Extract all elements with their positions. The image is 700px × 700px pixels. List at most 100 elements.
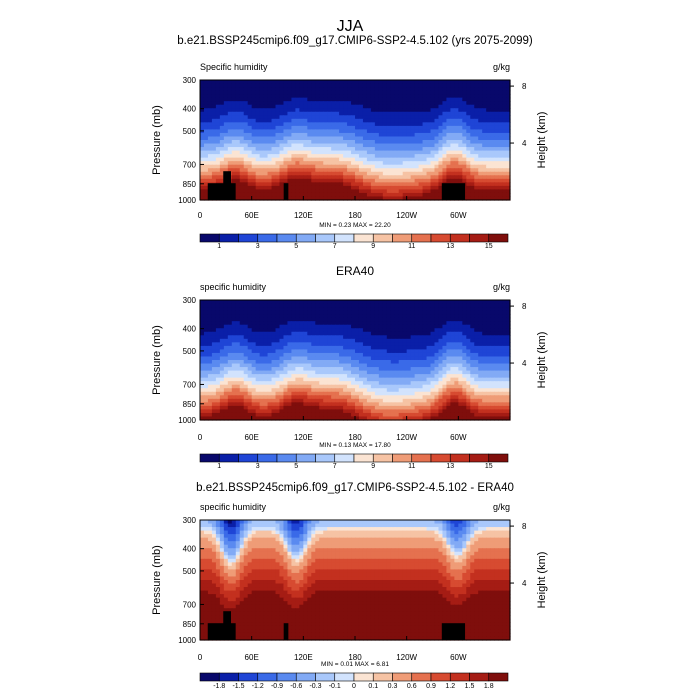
field-cell xyxy=(267,118,273,123)
field-cell xyxy=(422,363,428,368)
field-cell xyxy=(450,367,455,372)
field-cell xyxy=(287,377,293,382)
field-cell xyxy=(327,360,332,365)
colorbar-box xyxy=(257,233,278,243)
field-cell xyxy=(315,338,320,343)
field-cell xyxy=(434,303,440,308)
field-cell xyxy=(406,391,412,396)
field-cell xyxy=(247,136,253,141)
field-cell xyxy=(398,321,404,326)
field-cell xyxy=(323,374,328,379)
field-cell xyxy=(418,97,424,102)
field-cell xyxy=(303,307,308,312)
field-cell xyxy=(347,150,352,155)
field-cell xyxy=(390,363,396,368)
field-cell xyxy=(378,331,384,336)
field-cell xyxy=(406,398,412,403)
field-cell xyxy=(486,168,491,173)
field-cell xyxy=(215,374,221,379)
field-cell xyxy=(494,391,499,396)
field-cell xyxy=(335,189,340,194)
field-cell xyxy=(426,381,432,386)
field-cell xyxy=(446,164,451,169)
field-cell xyxy=(219,310,225,315)
field-cell xyxy=(319,175,324,180)
field-cell xyxy=(414,168,420,173)
field-cell xyxy=(446,331,451,336)
field-cell xyxy=(446,391,451,396)
field-cell xyxy=(271,360,277,365)
field-cell xyxy=(299,104,304,109)
field-cell xyxy=(243,360,249,365)
field-cell xyxy=(331,129,336,134)
field-cell xyxy=(323,185,328,191)
field-cell xyxy=(430,328,436,333)
field-cell xyxy=(490,94,495,99)
field-cell xyxy=(382,178,388,183)
field-cell xyxy=(331,345,336,351)
field-cell xyxy=(382,94,388,99)
field-cell xyxy=(355,335,360,340)
field-cell xyxy=(418,168,424,173)
field-cell xyxy=(223,338,229,343)
field-cell xyxy=(494,192,499,198)
field-cell xyxy=(398,367,404,372)
field-cell xyxy=(227,300,233,305)
field-cell xyxy=(410,388,416,393)
field-cell xyxy=(323,161,328,166)
field-cell xyxy=(327,345,332,351)
field-cell xyxy=(498,189,503,194)
field-cell xyxy=(386,192,392,198)
field-cell xyxy=(327,391,332,396)
field-cell xyxy=(434,395,440,400)
field-cell xyxy=(506,182,511,187)
field-cell xyxy=(263,168,269,173)
field-cell xyxy=(223,367,229,372)
field-cell xyxy=(327,384,332,389)
field-cell xyxy=(490,143,495,148)
field-cell xyxy=(227,140,233,145)
field-cell xyxy=(327,150,332,155)
field-cell xyxy=(295,94,300,99)
field-cell xyxy=(478,83,483,88)
field-cell xyxy=(331,115,336,120)
field-cell xyxy=(374,374,380,379)
field-cell xyxy=(366,83,372,88)
field-cell xyxy=(291,310,296,315)
field-cell xyxy=(378,363,384,368)
field-cell xyxy=(315,317,320,322)
field-cell xyxy=(311,122,316,127)
colorbar-box xyxy=(430,233,451,243)
field-cell xyxy=(502,331,507,336)
field-cell xyxy=(390,115,396,120)
field-cell xyxy=(498,129,503,134)
field-cell xyxy=(470,370,475,375)
field-cell xyxy=(478,349,483,354)
field-cell xyxy=(335,182,340,187)
field-cell xyxy=(311,178,316,183)
field-cell xyxy=(370,328,376,333)
field-cell xyxy=(506,87,511,92)
field-cell xyxy=(211,303,217,308)
field-cell xyxy=(398,192,404,198)
field-cell xyxy=(410,363,416,368)
field-cell xyxy=(207,136,213,141)
field-cell xyxy=(502,370,507,375)
field-cell xyxy=(343,314,348,319)
field-cell xyxy=(418,384,424,389)
field-cell xyxy=(307,342,312,347)
field-cell xyxy=(490,303,495,308)
field-cell xyxy=(498,97,503,102)
field-cell xyxy=(478,147,483,152)
colorbar-label: 13 xyxy=(446,243,454,250)
field-cell xyxy=(203,80,209,85)
field-cell xyxy=(458,143,463,148)
field-cell xyxy=(251,150,257,155)
field-cell xyxy=(498,87,503,92)
field-cell xyxy=(414,374,420,379)
field-cell xyxy=(486,377,491,382)
field-cell xyxy=(339,125,344,131)
field-cell xyxy=(438,97,444,102)
field-cell xyxy=(271,374,277,379)
field-cell xyxy=(243,122,249,127)
